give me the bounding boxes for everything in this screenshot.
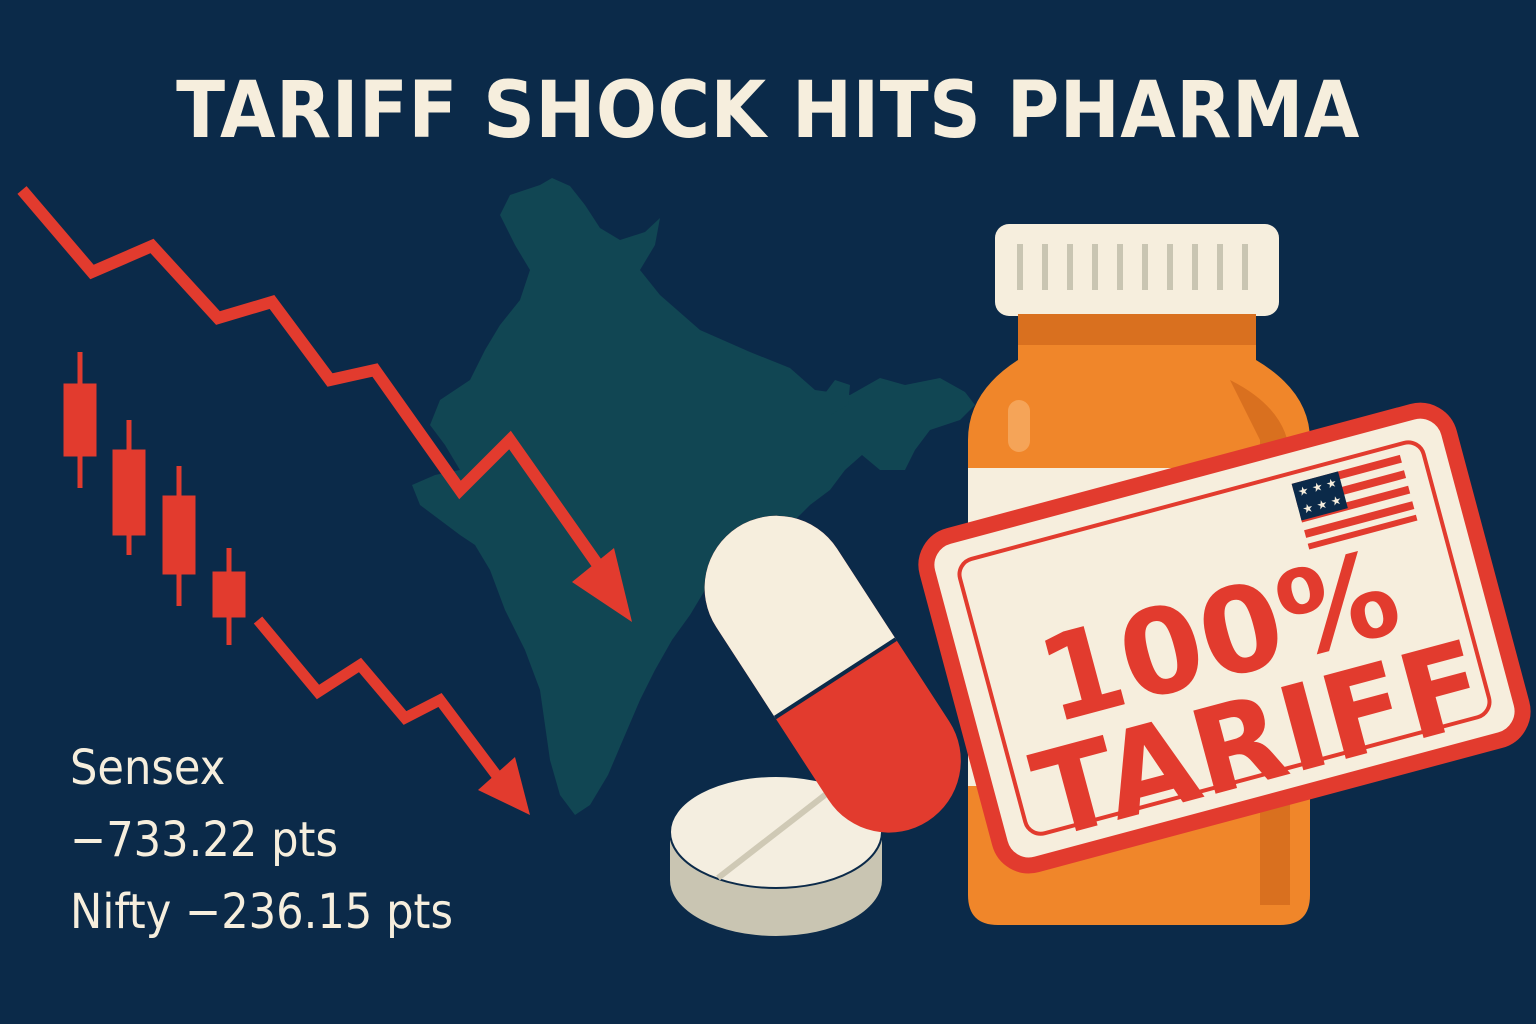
- us-flag-icon: ★ ★ ★ ★ ★ ★: [1291, 454, 1418, 550]
- downward-arrow: [17, 186, 610, 579]
- india-map: [412, 178, 975, 815]
- arrow-head: [572, 548, 632, 622]
- arrow-head-small: [478, 757, 530, 815]
- market-stats: Sensex −733.22 pts Nifty −236.15 pts: [70, 732, 453, 948]
- downward-arrow-small: [253, 616, 505, 784]
- nifty-line: Nifty −236.15 pts: [70, 884, 453, 940]
- headline: TARIFF SHOCK HITS PHARMA: [176, 66, 1360, 156]
- sensex-label: Sensex: [70, 740, 226, 796]
- india-map-northeast: [820, 380, 850, 415]
- sensex-value: −733.22 pts: [70, 812, 338, 868]
- capsule-pill: [704, 515, 961, 833]
- tablet-pill: [669, 775, 883, 936]
- candlestick-chart: [63, 352, 246, 645]
